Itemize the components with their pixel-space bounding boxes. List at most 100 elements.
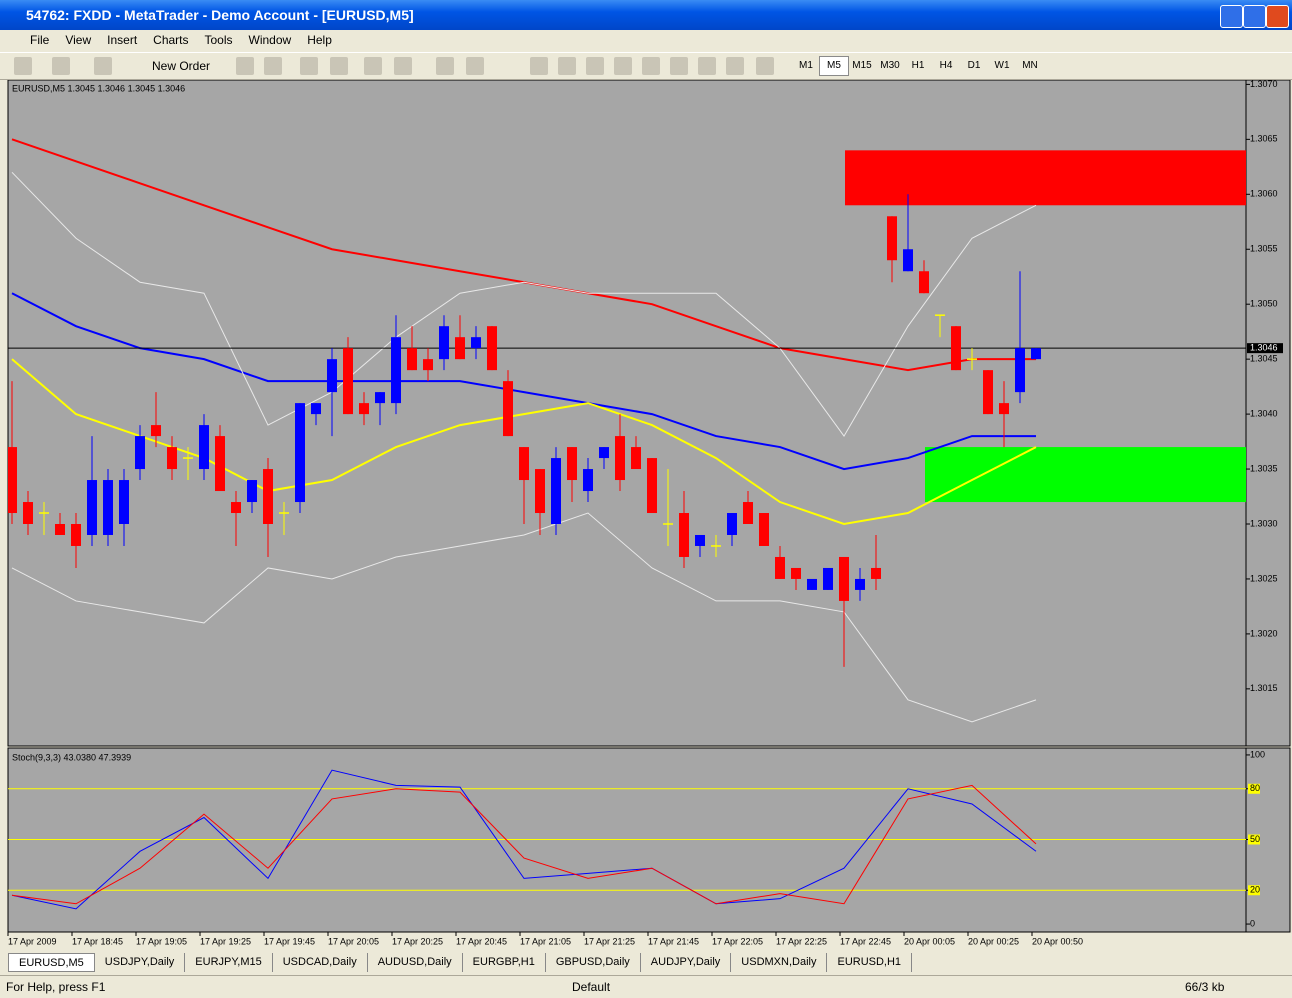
candle-body [887, 216, 897, 261]
x-tick-label: 17 Apr 20:45 [456, 936, 507, 946]
chart-tab[interactable]: USDCAD,Daily [273, 953, 368, 972]
timeframe-button[interactable]: H1 [911, 60, 925, 71]
chart-tab[interactable]: EURJPY,M15 [185, 953, 273, 972]
x-tick-label: 17 Apr 19:45 [264, 936, 315, 946]
toolbar-icon[interactable] [436, 57, 454, 75]
menu-item[interactable]: View [65, 33, 92, 47]
toolbar-icon[interactable] [236, 57, 254, 75]
menu-bar: File View Insert Charts Tools Window Help [0, 30, 1292, 50]
toolbar-icon[interactable] [642, 57, 660, 75]
toolbar-icon[interactable] [530, 57, 548, 75]
toolbar-icon[interactable] [558, 57, 576, 75]
x-tick-label: 17 Apr 20:05 [328, 936, 379, 946]
candle-body [247, 480, 257, 503]
maximize-button[interactable] [1243, 5, 1266, 28]
candle-body [359, 403, 369, 415]
chart-tab[interactable]: EURUSD,M5 [8, 953, 95, 972]
plot-group [8, 138, 1246, 723]
candle-body [263, 469, 273, 524]
current-price-box [1247, 343, 1283, 354]
x-tick-label: 17 Apr 21:45 [648, 936, 699, 946]
timeframe-button[interactable]: M30 [880, 60, 900, 71]
chart-tabs: EURUSD,M5 USDJPY,Daily EURJPY,M15 USDCAD,Da… [8, 953, 913, 972]
toolbar-icon[interactable] [264, 57, 282, 75]
close-button[interactable] [1266, 5, 1289, 28]
candle-body [135, 436, 145, 470]
toolbar-icon[interactable] [394, 57, 412, 75]
chart-tab[interactable]: AUDUSD,Daily [368, 953, 463, 972]
toolbar-icon[interactable] [726, 57, 744, 75]
toolbar-icon[interactable] [14, 57, 32, 75]
x-tick-label: 17 Apr 22:05 [712, 936, 763, 946]
stoch-line [11, 784, 1037, 905]
timeframe-button[interactable]: M15 [852, 60, 872, 71]
y-tick-label: 20 [1250, 885, 1260, 895]
timeframe-button[interactable]: H4 [939, 60, 953, 71]
status-bar: For Help, press F1 Default 66/3 kb [0, 975, 1292, 998]
new-order-button[interactable]: New Order [152, 59, 211, 73]
toolbar-icon[interactable] [300, 57, 318, 75]
candle-body [631, 447, 641, 470]
chart-tab[interactable]: USDMXN,Daily [731, 953, 828, 972]
minimize-button[interactable] [1220, 5, 1243, 28]
status-profile: Default [572, 980, 611, 994]
candle-body [167, 447, 177, 470]
toolbar-icon[interactable] [614, 57, 632, 75]
candle-body [807, 578, 817, 590]
timeframe-button[interactable]: MN [1022, 60, 1038, 71]
timeframe-button[interactable]: D1 [967, 60, 981, 71]
candle-body [391, 337, 401, 404]
toolbar-icon[interactable] [670, 57, 688, 75]
chart-tab[interactable]: AUDJPY,Daily [641, 953, 732, 972]
candle-body [695, 534, 705, 546]
y-tick-label: 1.3050 [1250, 299, 1278, 309]
x-tick-label: 17 Apr 2009 [8, 936, 57, 946]
toolbar-icon[interactable] [52, 57, 70, 75]
chart-tab[interactable]: USDJPY,Daily [95, 953, 186, 972]
toolbar-icon[interactable] [698, 57, 716, 75]
candle-body [343, 348, 353, 415]
y-tick-label: 1.3015 [1250, 683, 1278, 693]
candle-body [983, 370, 993, 415]
toolbar-icon[interactable] [330, 57, 348, 75]
candle-body [599, 447, 609, 459]
candle-body [103, 480, 113, 535]
y-tick-label: 80 [1250, 783, 1260, 793]
menu-item[interactable]: Insert [107, 33, 138, 47]
candle-body [759, 513, 769, 546]
x-tick-label: 17 Apr 21:25 [584, 936, 635, 946]
menu-item[interactable]: File [30, 33, 50, 47]
candle-body [567, 447, 577, 481]
toolbar-icon[interactable] [94, 57, 112, 75]
y-tick-label: 1.3040 [1250, 408, 1278, 418]
title-bar: 54762: FXDD - MetaTrader - Demo Account … [0, 0, 1292, 30]
status-traffic: 66/3 kb [1185, 980, 1225, 994]
y-tick-label: 1.3055 [1250, 244, 1278, 254]
chart-tab[interactable]: EURUSD,H1 [827, 953, 913, 972]
candle-body [823, 567, 833, 590]
timeframe-button[interactable]: M1 [799, 60, 813, 71]
x-tick-label: 17 Apr 21:05 [520, 936, 571, 946]
toolbar-icon[interactable] [586, 57, 604, 75]
timeframe-button[interactable]: W1 [994, 60, 1010, 71]
timeframe-button[interactable]: M5 [819, 56, 849, 76]
status-help: For Help, press F1 [6, 980, 106, 994]
candle-body [951, 326, 961, 371]
chart-tab[interactable]: EURGBP,H1 [463, 953, 546, 972]
toolbar-icon[interactable] [364, 57, 382, 75]
menu-item[interactable]: Charts [153, 33, 189, 47]
toolbar-icon[interactable] [756, 57, 774, 75]
indicator-line [11, 358, 1037, 526]
chart-info: EURUSD,M5 1.3045 1.3046 1.3045 1.3046 [12, 83, 185, 93]
x-tick-label: 17 Apr 20:25 [392, 936, 443, 946]
candle-body [519, 447, 529, 481]
menu-item[interactable]: Help [307, 33, 332, 47]
menu-item[interactable]: Window [248, 33, 292, 47]
indicator-line [11, 512, 1037, 723]
chart-tab[interactable]: GBPUSD,Daily [546, 953, 641, 972]
candle-body [535, 469, 545, 514]
menu-item[interactable]: Tools [204, 33, 233, 47]
y-tick-label: 1.3035 [1250, 463, 1278, 473]
candle-body [679, 513, 689, 557]
toolbar-icon[interactable] [466, 57, 484, 75]
